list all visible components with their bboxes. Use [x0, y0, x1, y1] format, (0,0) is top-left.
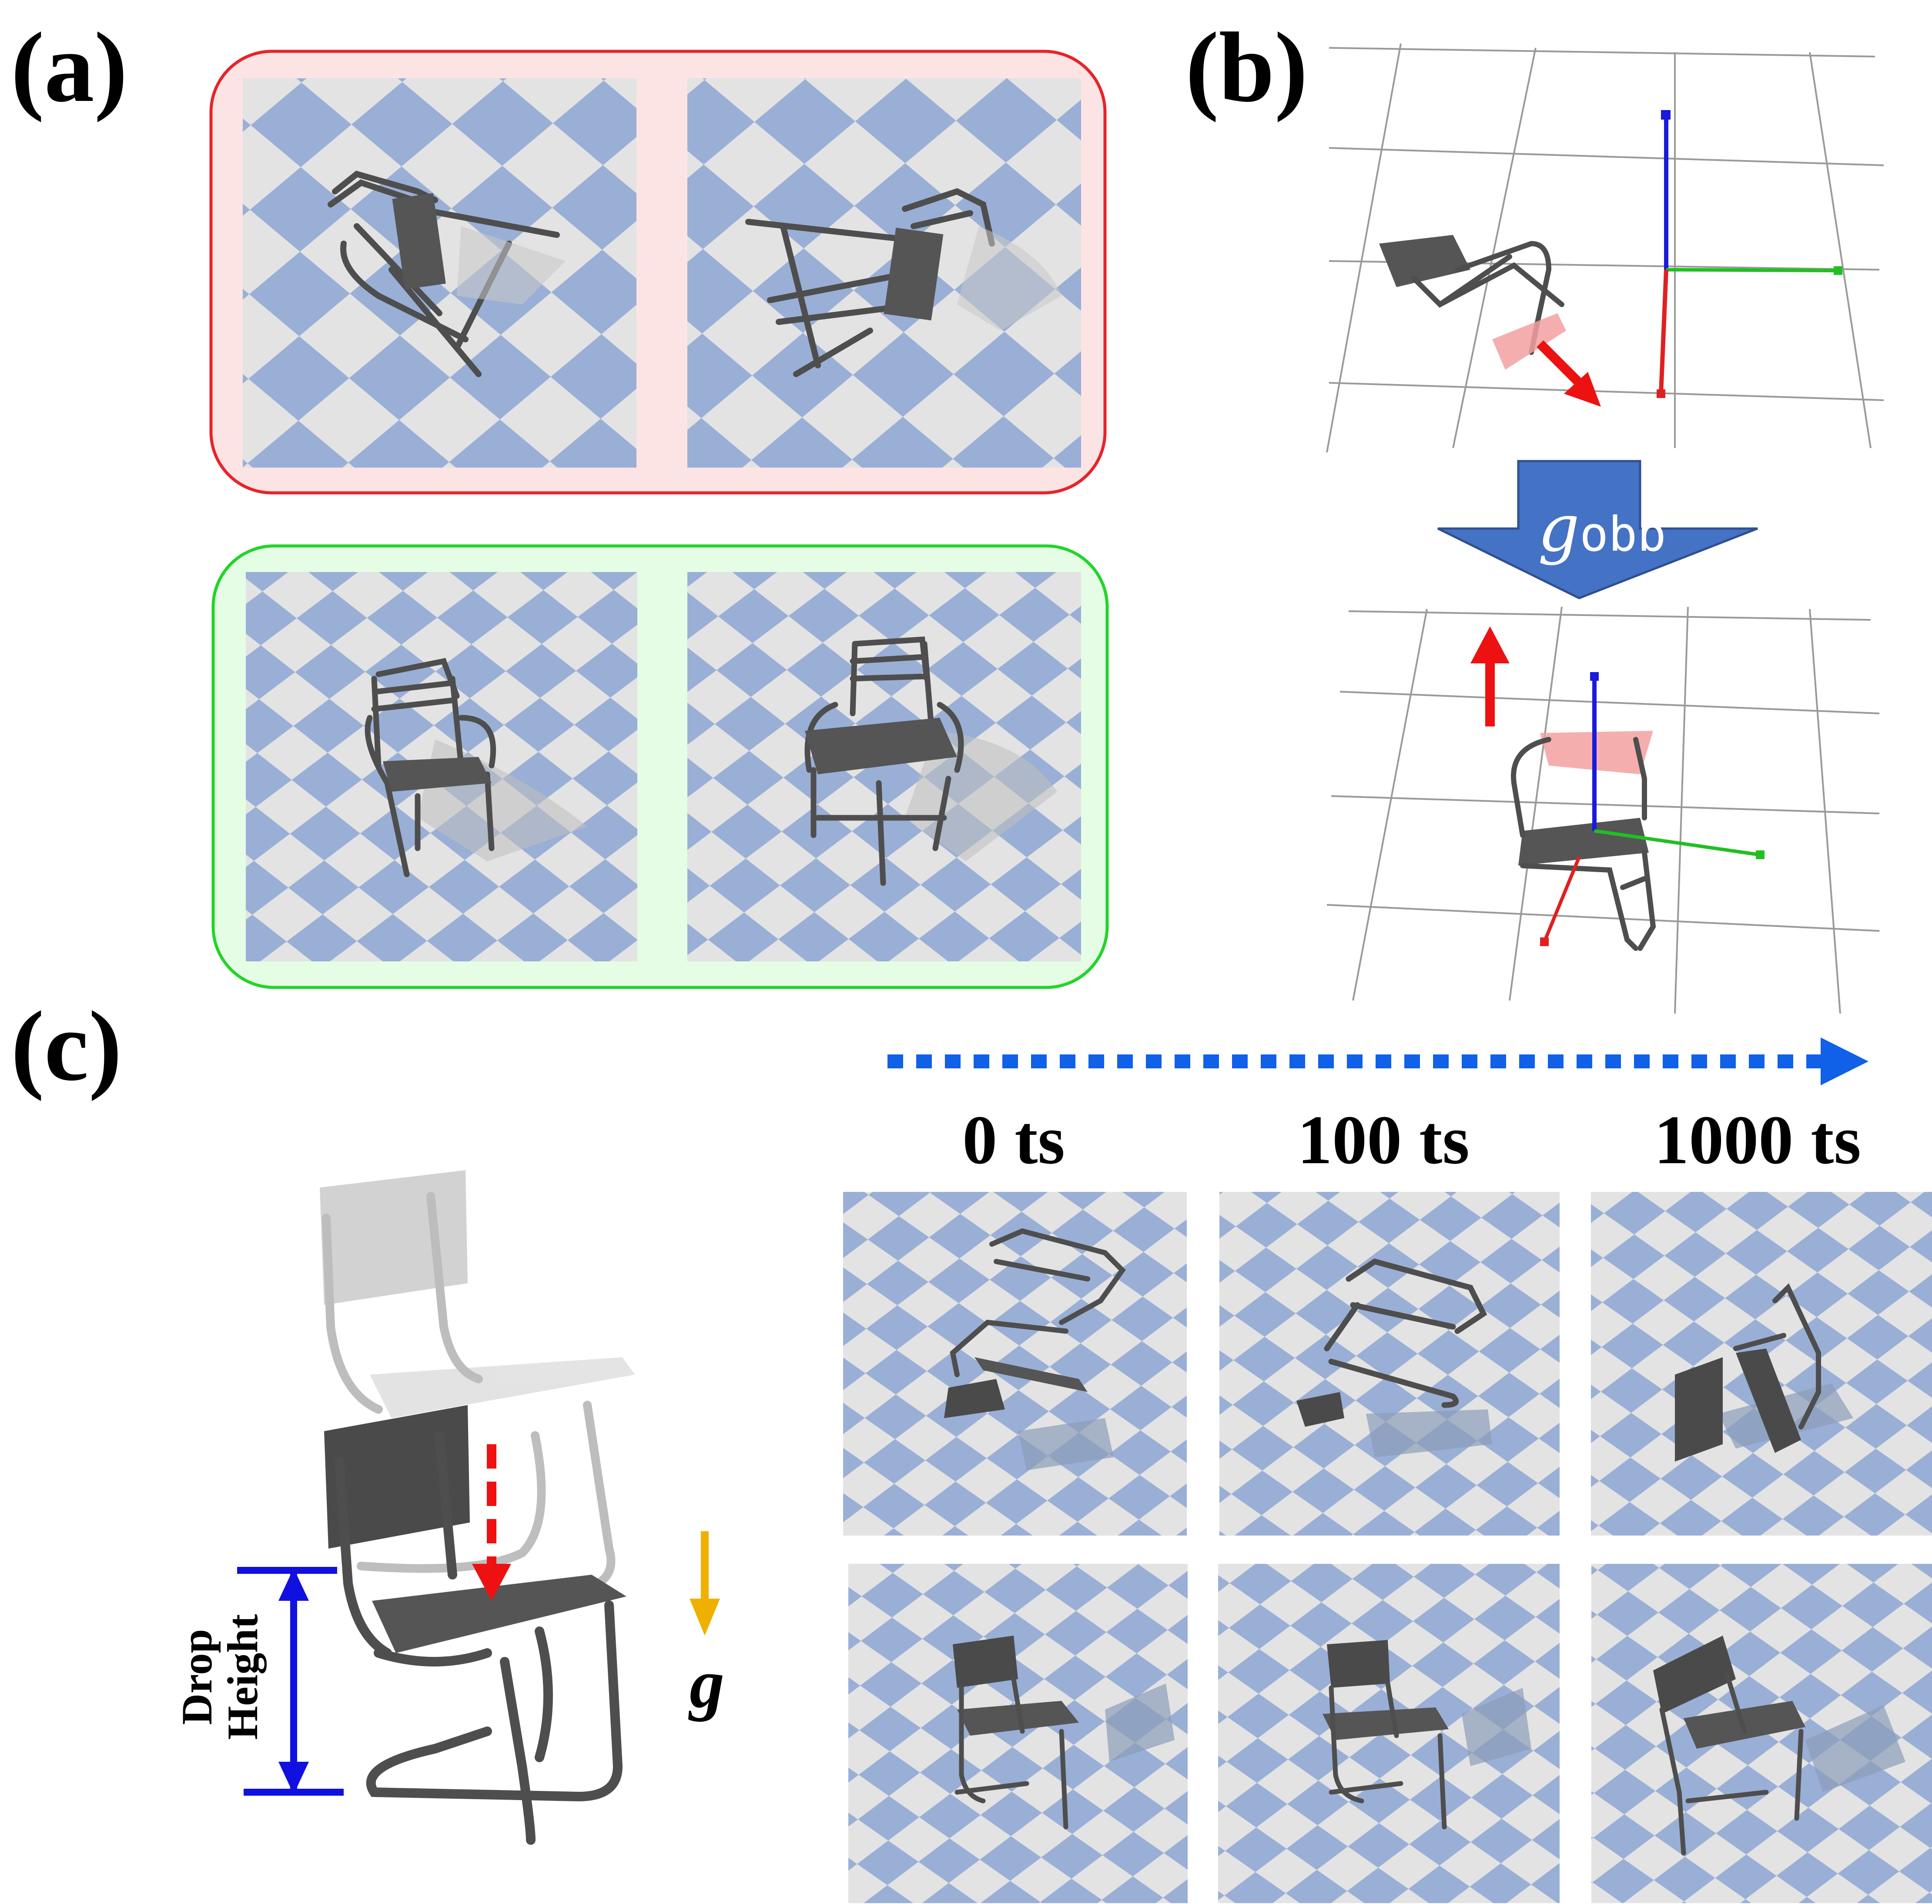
timestep-label-0: 0 ts — [962, 1101, 1065, 1178]
pass-scene-2 — [687, 572, 1081, 961]
panel-label-a: (a) — [11, 12, 128, 123]
fail-scene-1 — [243, 78, 636, 468]
sim-scene-r1c3 — [1591, 1192, 1932, 1536]
panel-label-c: (c) — [11, 990, 122, 1101]
upper-axis-x — [1659, 269, 1668, 394]
sim-scene-r2c3 — [1591, 1564, 1932, 1903]
transform-arrow — [1437, 460, 1758, 599]
timestep-label-1: 100 ts — [1297, 1101, 1470, 1178]
lower-axis-y — [1594, 829, 1760, 857]
drop-height-label: Drop Height — [173, 1614, 267, 1740]
lower-grid — [1326, 606, 1880, 1014]
transform-label: gobb — [1538, 491, 1666, 566]
upper-axis-y — [1666, 268, 1838, 272]
upper-chair — [1379, 235, 1566, 370]
sim-scene-r2c2 — [1218, 1564, 1560, 1903]
pass-scene-1 — [246, 572, 637, 961]
upper-gravity-arrow — [1537, 340, 1587, 391]
gravity-label: g — [690, 1645, 724, 1722]
sim-scene-r1c1 — [843, 1192, 1187, 1536]
upper-grid — [1326, 43, 1884, 453]
lower-axis-x — [1543, 856, 1581, 943]
sim-scene-r2c1 — [848, 1564, 1188, 1903]
dropped-chair — [324, 1405, 626, 1845]
fail-scene-2 — [687, 78, 1081, 468]
panel-label-b: (b) — [1185, 12, 1308, 123]
sim-scene-r1c2 — [1219, 1192, 1560, 1536]
timestep-label-2: 1000 ts — [1654, 1101, 1861, 1178]
ghost-chair — [320, 1170, 635, 1592]
